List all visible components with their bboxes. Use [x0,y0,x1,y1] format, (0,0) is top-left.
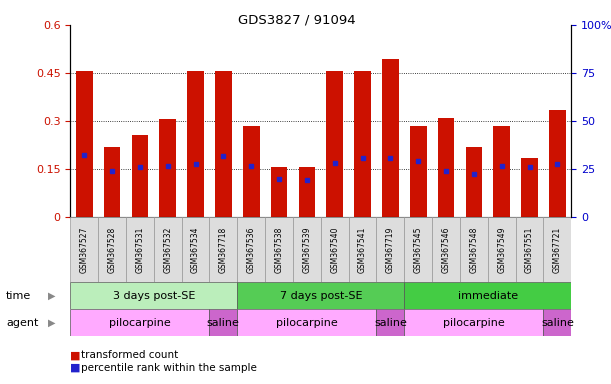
Text: ■: ■ [70,350,81,360]
Text: saline: saline [374,318,407,328]
Bar [210,217,237,282]
Bar [321,217,349,282]
Bar [410,126,426,217]
Text: GSM367548: GSM367548 [469,227,478,273]
Text: GSM367540: GSM367540 [330,226,339,273]
Bar [159,119,176,217]
Bar [326,71,343,217]
Bar [516,217,543,282]
Bar [376,217,404,282]
Bar [299,167,315,217]
Text: time: time [6,291,31,301]
Bar [293,217,321,282]
Text: pilocarpine: pilocarpine [443,318,505,328]
Bar [104,147,120,217]
Bar [488,217,516,282]
Bar [181,217,210,282]
Bar [376,309,404,336]
Text: GSM367531: GSM367531 [136,227,144,273]
Text: ▶: ▶ [48,318,56,328]
Bar [271,167,287,217]
Bar [265,217,293,282]
Text: GSM367528: GSM367528 [108,227,117,273]
Bar [404,309,543,336]
Bar [549,110,566,217]
Text: GSM367549: GSM367549 [497,226,506,273]
Bar [131,136,148,217]
Bar [187,71,204,217]
Bar [493,126,510,217]
Bar [70,217,98,282]
Text: GSM367721: GSM367721 [553,227,562,273]
Bar [210,309,237,336]
Bar [404,282,571,309]
Bar [70,309,210,336]
Text: GSM367532: GSM367532 [163,227,172,273]
Bar [543,217,571,282]
Bar [460,217,488,282]
Text: GDS3827 / 91094: GDS3827 / 91094 [238,13,355,26]
Text: GSM367534: GSM367534 [191,226,200,273]
Text: saline: saline [541,318,574,328]
Text: GSM367541: GSM367541 [358,227,367,273]
Text: GSM367546: GSM367546 [442,226,450,273]
Text: GSM367539: GSM367539 [302,226,312,273]
Text: 3 days post-SE: 3 days post-SE [112,291,195,301]
Text: GSM367536: GSM367536 [247,226,255,273]
Text: immediate: immediate [458,291,518,301]
Text: GSM367538: GSM367538 [274,227,284,273]
Text: saline: saline [207,318,240,328]
Text: pilocarpine: pilocarpine [109,318,170,328]
Bar [382,59,399,217]
Bar [543,309,571,336]
Bar [98,217,126,282]
Bar [349,217,376,282]
Bar [154,217,181,282]
Bar [237,309,376,336]
Bar [70,282,237,309]
Bar [243,126,260,217]
Text: 7 days post-SE: 7 days post-SE [279,291,362,301]
Text: ■: ■ [70,363,81,373]
Bar [76,71,92,217]
Text: GSM367551: GSM367551 [525,227,534,273]
Bar [521,158,538,217]
Text: GSM367719: GSM367719 [386,227,395,273]
Text: transformed count: transformed count [81,350,178,360]
Text: agent: agent [6,318,38,328]
Bar [432,217,460,282]
Bar [404,217,432,282]
Text: percentile rank within the sample: percentile rank within the sample [81,363,257,373]
Text: GSM367545: GSM367545 [414,226,423,273]
Bar [126,217,154,282]
Bar [354,71,371,217]
Bar [237,217,265,282]
Text: ▶: ▶ [48,291,56,301]
Bar [437,118,455,217]
Bar [466,147,482,217]
Bar [215,71,232,217]
Text: pilocarpine: pilocarpine [276,318,338,328]
Text: GSM367718: GSM367718 [219,227,228,273]
Text: GSM367527: GSM367527 [79,227,89,273]
Bar [237,282,404,309]
